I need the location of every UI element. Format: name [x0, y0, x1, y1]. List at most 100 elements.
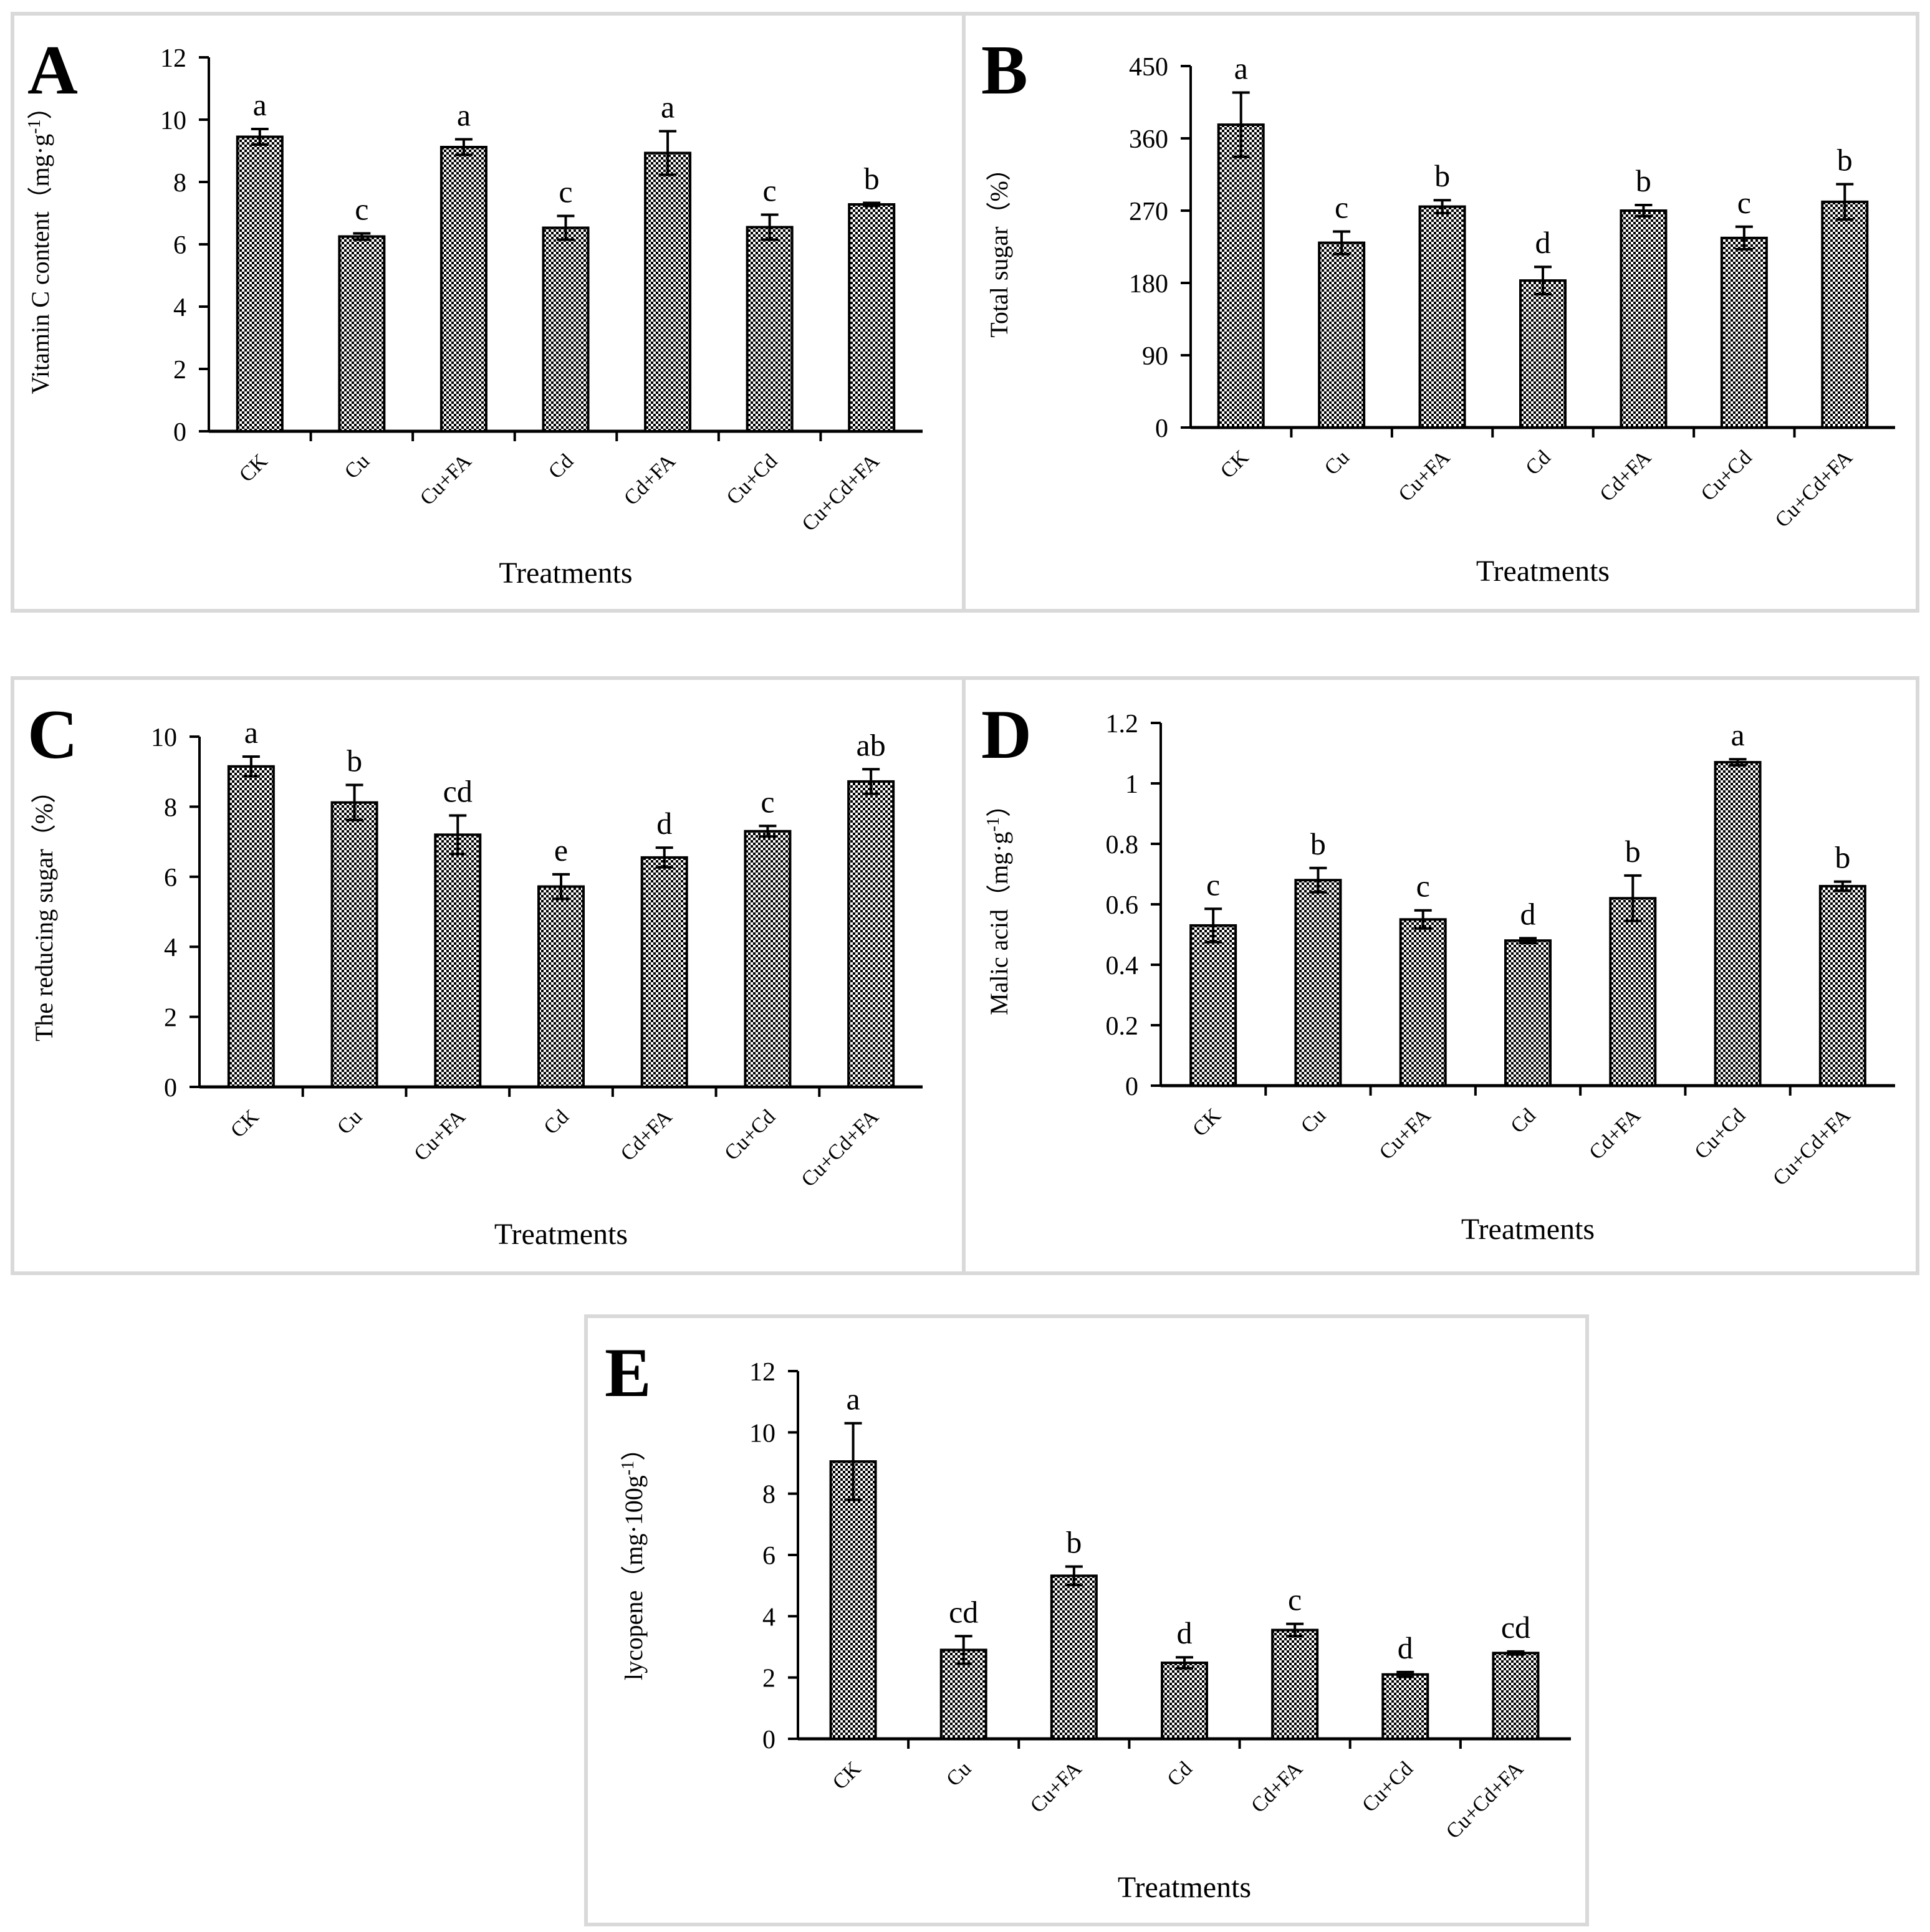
y-axis-title-superscript: -1	[984, 817, 1003, 831]
panel-c-frame	[11, 676, 966, 1275]
significance-letter: d	[1177, 1615, 1193, 1650]
significance-letter: a	[846, 1382, 860, 1417]
category-label: Cd	[539, 1105, 573, 1139]
y-tick-label: 8	[762, 1481, 775, 1509]
y-axis-title: lycopene（mg·100g-1）	[618, 1436, 648, 1680]
y-tick-label: 0	[164, 1074, 177, 1102]
category-label: Cd+FA	[620, 449, 680, 510]
bar-Cd+FA	[1609, 897, 1657, 1088]
category-label: Cu+Cd+FA	[798, 449, 885, 536]
y-tick-label: 12	[160, 44, 186, 73]
panel-d-letter: D	[981, 696, 1032, 773]
significance-letter: cd	[443, 773, 473, 808]
y-axis-title-end: ）	[26, 95, 54, 120]
bar-Cd+FA	[640, 856, 688, 1088]
y-tick-label: 0	[1125, 1073, 1138, 1101]
y-tick-label: 0.8	[1106, 831, 1139, 859]
significance-letter: a	[253, 87, 267, 122]
category-label: Cu+Cd	[722, 449, 782, 509]
y-tick-label: 6	[762, 1542, 775, 1571]
category-label: Cd	[1163, 1757, 1196, 1791]
y-tick-label: 6	[164, 864, 177, 892]
category-label: CK	[226, 1105, 264, 1142]
category-label: Cu	[333, 1105, 367, 1139]
significance-letter: d	[656, 806, 672, 841]
bar-Cu+Cd+FA	[847, 780, 895, 1089]
bar-Cd+FA	[644, 151, 692, 433]
significance-letter: c	[1335, 190, 1348, 225]
bar-Cd	[1504, 939, 1552, 1087]
bar-Cu	[330, 801, 378, 1088]
category-label: CK	[235, 449, 272, 487]
y-tick-label: 1	[1125, 770, 1138, 799]
y-axis-title-main: Total sugar（%）	[985, 156, 1013, 338]
x-axis-title: Treatments	[1461, 1213, 1595, 1246]
panel-e-letter: E	[605, 1334, 651, 1412]
panel-c: C 0 2 4 6 8 10 a CK b Cu cd Cu+FA e Cd d Cd+FA c Cu+Cd ab C…	[11, 676, 966, 1275]
x-axis-title: Treatments	[494, 1218, 628, 1251]
panel-c-letter: C	[27, 696, 78, 773]
category-label: Cu+Cd	[1697, 446, 1757, 505]
category-label: Cu+FA	[416, 449, 476, 510]
y-tick-label: 8	[164, 793, 177, 822]
significance-letter: b	[1434, 158, 1450, 193]
bar-CK	[829, 1460, 877, 1741]
category-label: Cd+FA	[1595, 446, 1656, 506]
category-label: Cu	[1320, 446, 1354, 479]
y-axis-title: Malic acid（mg·g-1）	[984, 792, 1013, 1015]
bar-Cd+FA	[1271, 1628, 1319, 1740]
y-tick-label: 1.2	[1106, 710, 1139, 739]
significance-letter: c	[1288, 1582, 1302, 1617]
y-tick-label: 12	[749, 1358, 775, 1387]
category-label: Cu+Cd	[1358, 1757, 1418, 1817]
category-label: Cu+FA	[1375, 1104, 1436, 1164]
panel-b-letter: B	[981, 32, 1028, 109]
bar-Cu+Cd	[744, 830, 792, 1088]
bar-CK	[1217, 123, 1265, 429]
bar-Cu+Cd+FA	[1818, 884, 1866, 1088]
category-label: Cu+FA	[1394, 446, 1454, 506]
bar-Cu+Cd	[746, 226, 794, 433]
y-axis-title-main: Malic acid（mg·g	[985, 831, 1013, 1015]
bar-Cu+FA	[434, 833, 482, 1088]
significance-letter: b	[1310, 826, 1326, 861]
y-tick-label: 450	[1129, 53, 1168, 82]
significance-letter: b	[1625, 834, 1641, 869]
panel-d-frame	[962, 676, 1919, 1275]
category-label: Cu+Cd	[1690, 1104, 1750, 1164]
y-tick-label: 180	[1129, 270, 1168, 299]
y-tick-label: 360	[1129, 125, 1168, 154]
category-label: CK	[1188, 1104, 1226, 1141]
category-label: Cd	[1521, 446, 1555, 479]
significance-letter: e	[554, 833, 568, 868]
y-axis-title-end: ）	[620, 1436, 648, 1461]
significance-letter: b	[1837, 142, 1853, 177]
y-tick-label: 0	[1155, 414, 1168, 443]
bar-Cd	[537, 885, 585, 1088]
category-label: Cd	[544, 449, 578, 483]
y-tick-label: 270	[1129, 198, 1168, 226]
bar-Cu+Cd+FA	[848, 203, 896, 433]
bar-Cu+FA	[1050, 1574, 1098, 1741]
y-tick-label: 0.4	[1106, 952, 1139, 980]
category-label: Cu+Cd+FA	[1442, 1757, 1529, 1844]
y-tick-label: 6	[173, 231, 186, 260]
x-axis-title: Treatments	[499, 557, 632, 590]
panel-e: E 0 2 4 6 8 10 12 a CK cd Cu b Cu+FA d Cd c Cd+FA d Cu+Cd c…	[584, 1314, 1589, 1926]
y-tick-label: 10	[151, 724, 177, 752]
significance-letter: c	[1737, 185, 1751, 220]
bar-CK	[236, 135, 284, 433]
significance-letter: c	[355, 192, 368, 227]
chart-a: 0 2 4 6 8 10 12 a CK c Cu a Cu+FA c Cd a Cd+FA c Cu+Cd b Cu+…	[25, 44, 923, 590]
y-tick-label: 0	[762, 1726, 775, 1754]
panel-a-letter: A	[27, 32, 78, 109]
significance-letter: cd	[949, 1594, 978, 1629]
bar-Cd	[1161, 1662, 1208, 1740]
category-label: Cd	[1506, 1104, 1540, 1137]
bar-Cu	[1294, 879, 1342, 1087]
panel-b: B 0 90 180 270 360 450 a CK c Cu b Cu+FA d Cd b Cd+FA c C…	[962, 12, 1919, 613]
significance-letter: c	[763, 173, 777, 208]
significance-letter: b	[1835, 840, 1850, 875]
significance-letter: ab	[857, 727, 886, 762]
category-label: Cu	[942, 1757, 976, 1791]
